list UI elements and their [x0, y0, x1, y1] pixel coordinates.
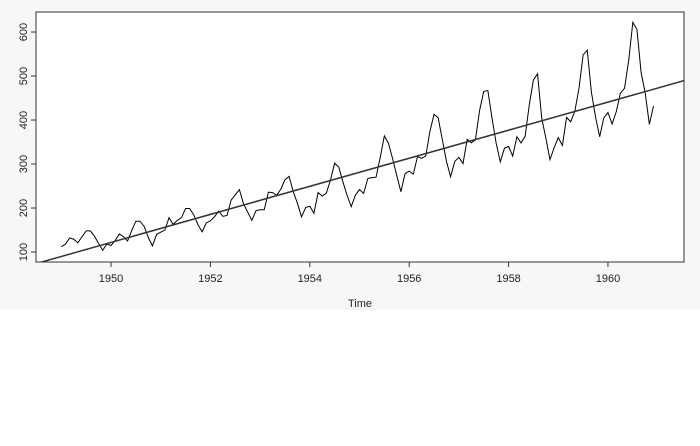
- x-tick-label: 1952: [198, 273, 222, 285]
- plot-frame: [35, 11, 685, 263]
- series-line: [61, 20, 655, 252]
- x-tick-label: 1950: [99, 273, 123, 285]
- y-tick-label: 100: [18, 243, 30, 261]
- plot-area: [39, 20, 684, 262]
- x-tick-label: 1956: [397, 273, 421, 285]
- x-axis-label: Time: [348, 298, 372, 310]
- x-tick-label: 1960: [596, 273, 620, 285]
- y-tick-label: 600: [18, 23, 30, 41]
- y-tick-label: 500: [18, 67, 30, 85]
- y-tick-label: 300: [18, 155, 30, 173]
- x-tick-label: 1954: [298, 273, 322, 285]
- trend-line: [39, 79, 684, 262]
- y-tick-label: 200: [18, 199, 30, 217]
- y-tick-label: 400: [18, 111, 30, 129]
- x-tick-label: 1958: [496, 273, 520, 285]
